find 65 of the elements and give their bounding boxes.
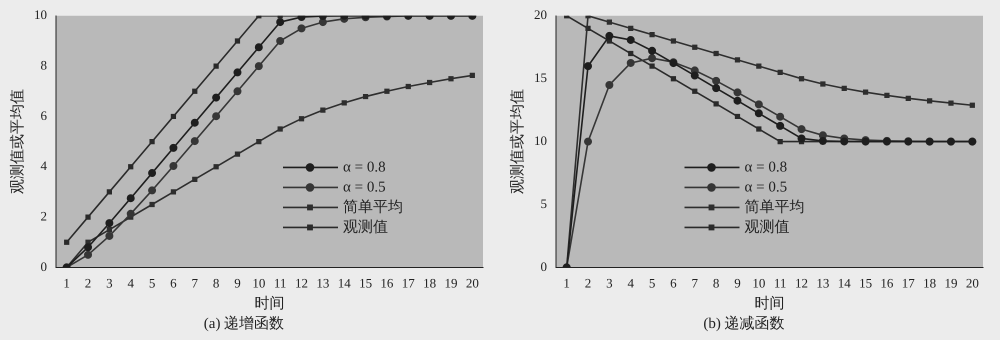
x-tick-label: 4 bbox=[627, 276, 634, 291]
x-tick-label: 17 bbox=[902, 276, 916, 291]
x-tick-label: 2 bbox=[584, 276, 592, 291]
x-tick-label: 8 bbox=[712, 276, 720, 291]
legend-label: α = 0.5 bbox=[343, 179, 386, 196]
x-tick-label: 18 bbox=[923, 276, 936, 291]
x-tick-label: 13 bbox=[316, 276, 330, 291]
x-tick-label: 18 bbox=[423, 276, 436, 291]
x-tick-label: 1 bbox=[63, 276, 70, 291]
y-axis-title: 观测值或平均值 bbox=[8, 89, 26, 194]
y-tick-label: 0 bbox=[540, 258, 547, 274]
x-tick-label: 7 bbox=[192, 276, 199, 291]
y-tick-label: 2 bbox=[40, 208, 47, 224]
x-tick-label: 11 bbox=[774, 276, 786, 291]
y-tick-label: 10 bbox=[534, 133, 547, 148]
x-axis-title: 时间 bbox=[254, 294, 284, 312]
x-tick-label: 15 bbox=[359, 276, 372, 291]
x-tick-label: 1 bbox=[563, 276, 570, 291]
y-axis-title: 观测值或平均值 bbox=[508, 89, 526, 194]
y-tick-label: 15 bbox=[534, 70, 547, 86]
x-axis-title: 时间 bbox=[754, 294, 784, 312]
x-tick-label: 10 bbox=[252, 276, 266, 291]
x-tick-label: 20 bbox=[466, 276, 479, 291]
x-tick-label: 6 bbox=[170, 276, 178, 291]
x-tick-label: 14 bbox=[338, 276, 352, 291]
x-tick-label: 19 bbox=[944, 276, 958, 291]
y-tick-label: 4 bbox=[40, 158, 48, 174]
x-tick-label: 5 bbox=[148, 276, 156, 291]
legend-label: 观测值 bbox=[343, 218, 388, 236]
y-tick-label: 6 bbox=[40, 108, 48, 123]
x-tick-label: 13 bbox=[816, 276, 830, 291]
x-tick-label: 9 bbox=[734, 276, 741, 291]
x-tick-label: 19 bbox=[444, 276, 458, 291]
text: (a) 递增函数 bbox=[204, 314, 284, 332]
y-tick-label: 10 bbox=[34, 7, 47, 22]
legend-label: α = 0.8 bbox=[343, 159, 386, 176]
y-tick-label: 0 bbox=[40, 258, 47, 274]
y-tick-label: 8 bbox=[40, 58, 47, 73]
x-tick-label: 11 bbox=[274, 276, 286, 291]
x-tick-label: 6 bbox=[670, 276, 678, 291]
x-tick-label: 12 bbox=[295, 276, 308, 291]
x-tick-label: 5 bbox=[648, 276, 656, 291]
x-tick-label: 8 bbox=[212, 276, 220, 291]
text: (b) 递减函数 bbox=[703, 314, 785, 332]
legend-label: α = 0.8 bbox=[744, 159, 788, 176]
x-tick-label: 15 bbox=[859, 276, 872, 291]
x-tick-label: 3 bbox=[606, 276, 613, 291]
x-tick-label: 4 bbox=[127, 276, 134, 291]
x-tick-label: 7 bbox=[692, 276, 699, 291]
y-tick-label: 5 bbox=[540, 196, 547, 211]
legend-label: 简单平均 bbox=[744, 198, 804, 216]
x-tick-label: 9 bbox=[234, 276, 241, 291]
legend-label: 观测值 bbox=[744, 218, 790, 236]
x-tick-label: 12 bbox=[795, 276, 808, 291]
y-tick-label: 20 bbox=[534, 7, 547, 22]
x-tick-label: 3 bbox=[106, 276, 113, 291]
x-tick-label: 20 bbox=[966, 276, 979, 291]
x-tick-label: 16 bbox=[880, 276, 894, 291]
legend-label: 简单平均 bbox=[343, 198, 403, 216]
x-tick-label: 14 bbox=[838, 276, 852, 291]
x-tick-label: 16 bbox=[380, 276, 394, 291]
x-tick-label: 17 bbox=[402, 276, 416, 291]
legend-label: α = 0.5 bbox=[744, 179, 788, 196]
x-tick-label: 10 bbox=[752, 276, 766, 291]
x-tick-label: 2 bbox=[84, 276, 92, 291]
